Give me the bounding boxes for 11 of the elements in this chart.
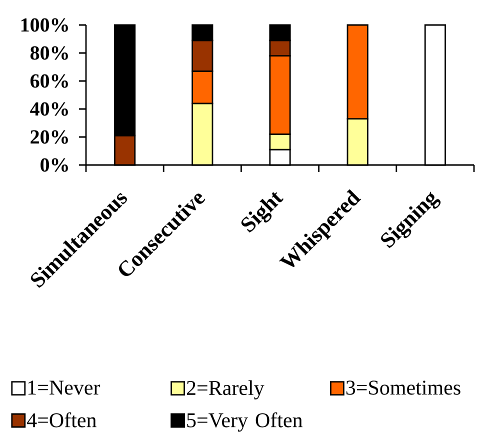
y-tick-label: 60% <box>30 74 68 88</box>
y-tick-label: 40% <box>30 102 68 116</box>
legend-label: 4=Often <box>27 412 96 428</box>
legend-label: 2=Rarely <box>186 380 264 400</box>
legend-label: 3=Sometimes <box>346 380 460 395</box>
legend-label: 1=Never <box>28 380 100 395</box>
y-tick-label: 0% <box>40 158 68 172</box>
y-tick-label: 100% <box>21 18 68 32</box>
y-tick-label: 80% <box>30 46 68 60</box>
y-tick-label: 20% <box>30 130 68 144</box>
legend-label: 5=Very Often <box>187 412 302 432</box>
